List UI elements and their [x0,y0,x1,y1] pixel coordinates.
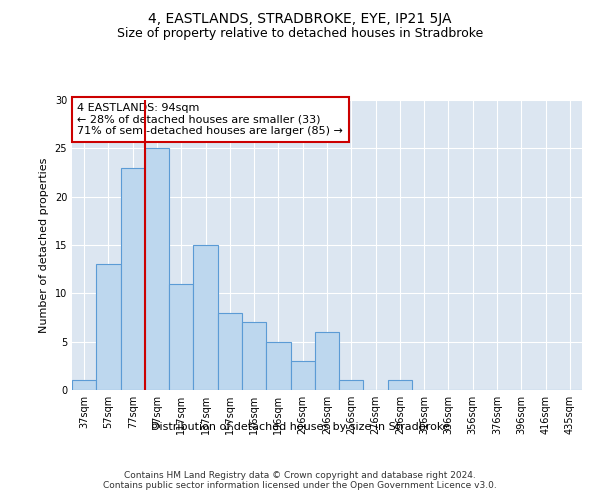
Text: Contains HM Land Registry data © Crown copyright and database right 2024.
Contai: Contains HM Land Registry data © Crown c… [103,470,497,490]
Bar [242,322,266,390]
Bar [339,380,364,390]
Text: 4 EASTLANDS: 94sqm
← 28% of detached houses are smaller (33)
71% of semi-detache: 4 EASTLANDS: 94sqm ← 28% of detached hou… [77,103,343,136]
Bar [218,312,242,390]
Bar [96,264,121,390]
Y-axis label: Number of detached properties: Number of detached properties [39,158,49,332]
Bar [266,342,290,390]
Text: Distribution of detached houses by size in Stradbroke: Distribution of detached houses by size … [151,422,449,432]
Bar [145,148,169,390]
Bar [72,380,96,390]
Bar [121,168,145,390]
Bar [193,245,218,390]
Bar [315,332,339,390]
Bar [388,380,412,390]
Bar [290,361,315,390]
Text: 4, EASTLANDS, STRADBROKE, EYE, IP21 5JA: 4, EASTLANDS, STRADBROKE, EYE, IP21 5JA [148,12,452,26]
Bar [169,284,193,390]
Text: Size of property relative to detached houses in Stradbroke: Size of property relative to detached ho… [117,28,483,40]
